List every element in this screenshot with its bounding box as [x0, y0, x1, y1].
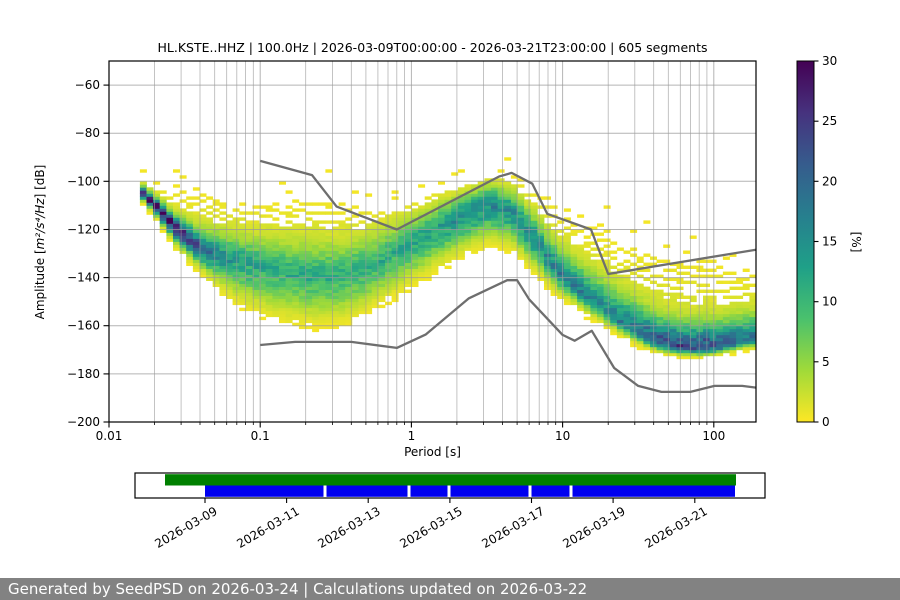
timeline-data-segment — [572, 485, 735, 497]
colorbar-tick-label: 0 — [822, 415, 830, 429]
timeline-data-segment — [410, 485, 448, 497]
x-axis-label: Period [s] — [404, 445, 461, 459]
y-axis-label-units: m²/s⁴/Hz — [33, 198, 47, 250]
footer-text: Generated by SeedPSD on 2026-03-24 | Cal… — [8, 580, 588, 598]
colorbar-tick-label: 5 — [822, 355, 830, 369]
colorbar-tick-label: 10 — [822, 295, 837, 309]
axes: 0.01 0.1 1 10 100 −200 −180 −160 −140 −120 −100 −80… — [67, 60, 757, 443]
ppsd-plot: 0.01 0.1 1 10 100−200−180−160−140−120−100−80… — [67, 54, 837, 503]
y-tick-label: −180 — [67, 367, 100, 381]
timeline-data-segment — [450, 485, 529, 497]
y-tick-label: −160 — [67, 319, 100, 333]
colorbar-tick-label: 25 — [822, 114, 837, 128]
timeline-data-segment — [531, 485, 570, 497]
x-tick-label: 0.01 — [96, 429, 123, 443]
y-tick-label: −120 — [67, 223, 100, 237]
x-tick-label: 1 — [408, 429, 416, 443]
x-tick-label: 100 — [702, 429, 725, 443]
timeline — [134, 472, 766, 503]
y-axis-label: Amplitude [m²/s⁴/Hz] [dB] — [33, 165, 47, 320]
grid — [108, 61, 756, 423]
colorbar-label: [%] — [849, 231, 863, 253]
y-tick-label: −80 — [75, 126, 100, 140]
colorbar-tick-label: 15 — [822, 235, 837, 249]
timeline-span-bar — [165, 474, 736, 486]
timeline-data-segment — [205, 485, 324, 497]
y-axis-label-suffix: ] [dB] — [33, 164, 47, 199]
nlnm-noise-model-line — [260, 279, 756, 394]
y-tick-label: −100 — [67, 174, 100, 188]
y-tick-label: −140 — [67, 271, 100, 285]
x-tick-label: 10 — [555, 429, 570, 443]
nhnm-noise-model-line — [259, 159, 756, 276]
y-tick-label: −200 — [67, 415, 100, 429]
ppsd-histogram — [139, 157, 756, 360]
footer-bar: Generated by SeedPSD on 2026-03-24 | Cal… — [0, 578, 900, 600]
colorbar-tick-label: 30 — [822, 54, 837, 68]
y-axis-label-prefix: Amplitude [ — [33, 249, 47, 320]
timeline-data-segment — [326, 485, 408, 497]
colorbar-tick-label: 20 — [822, 174, 837, 188]
y-tick-label: −60 — [75, 78, 100, 92]
colorbar: 0 5 10 15 20 25 30 — [796, 54, 837, 429]
x-tick-label: 0.1 — [251, 429, 270, 443]
chart-title: HL.KSTE..HHZ | 100.0Hz | 2026-03-09T00:0… — [157, 40, 708, 55]
